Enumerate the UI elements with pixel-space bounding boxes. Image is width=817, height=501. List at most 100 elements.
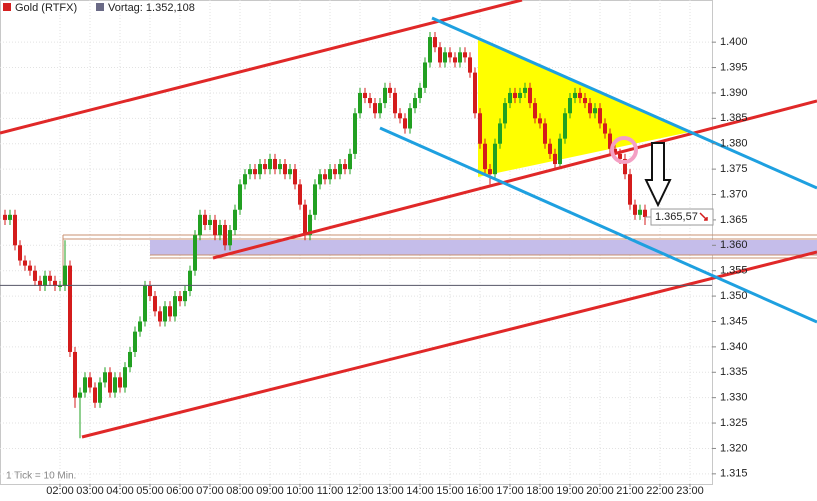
candle-body bbox=[413, 98, 417, 109]
candle-body bbox=[458, 52, 462, 63]
y-tick-label: 1.320 bbox=[720, 442, 748, 454]
candle-body bbox=[168, 306, 172, 317]
candle-body bbox=[348, 153, 352, 170]
candle-body bbox=[618, 153, 622, 159]
candle-body bbox=[598, 108, 602, 124]
candle-body bbox=[93, 387, 97, 403]
candle-body bbox=[283, 164, 287, 175]
candle-body bbox=[603, 123, 607, 134]
candle-body bbox=[628, 174, 632, 205]
down-arrow bbox=[644, 142, 672, 208]
candle-body bbox=[108, 372, 112, 393]
candle-body bbox=[13, 214, 17, 246]
candle-body bbox=[173, 296, 177, 317]
y-tick-label: 1.385 bbox=[720, 112, 748, 124]
candles bbox=[3, 31, 647, 439]
x-tick-label: 03:00 bbox=[76, 485, 104, 497]
candle-body bbox=[363, 92, 367, 99]
candle-body bbox=[468, 57, 472, 73]
candle-body bbox=[403, 118, 407, 129]
candle-body bbox=[398, 113, 402, 119]
candle-body bbox=[448, 52, 452, 58]
x-tick-label: 14:00 bbox=[406, 485, 434, 497]
candle-body bbox=[73, 351, 77, 398]
trend-line bbox=[431, 16, 817, 190]
candle-body bbox=[138, 321, 142, 332]
x-tick-label: 07:00 bbox=[196, 485, 224, 497]
candle-body bbox=[558, 138, 562, 165]
support-zone bbox=[150, 240, 817, 255]
y-tick-label: 1.355 bbox=[720, 265, 748, 277]
x-tick-label: 10:00 bbox=[286, 485, 314, 497]
candle-body bbox=[233, 209, 237, 231]
candle-body bbox=[633, 204, 637, 215]
candle-body bbox=[553, 153, 557, 165]
candle-body bbox=[18, 245, 22, 261]
candle-body bbox=[218, 224, 222, 236]
candle-body bbox=[33, 270, 37, 281]
candle-body bbox=[98, 382, 102, 403]
candle-body bbox=[353, 113, 357, 154]
candle-body bbox=[88, 377, 92, 388]
x-tick-label: 19:00 bbox=[556, 485, 584, 497]
footnote: 1 Tick = 10 Min. bbox=[6, 471, 76, 482]
candle-body bbox=[23, 260, 27, 266]
y-tick-label: 1.340 bbox=[720, 341, 748, 353]
candle-body bbox=[243, 174, 247, 185]
candle-body bbox=[328, 169, 332, 180]
x-tick-label: 21:00 bbox=[616, 485, 644, 497]
candle-body bbox=[268, 158, 272, 170]
x-tick-label: 15:00 bbox=[436, 485, 464, 497]
candle-body bbox=[248, 169, 252, 175]
candle-body bbox=[643, 209, 647, 218]
candle-body bbox=[373, 103, 377, 114]
y-tick-label: 1.400 bbox=[720, 36, 748, 48]
background-drawings bbox=[62, 40, 817, 285]
candle-body bbox=[488, 169, 492, 175]
y-tick-label: 1.365 bbox=[720, 214, 748, 226]
legend-swatch bbox=[3, 3, 11, 11]
candle-body bbox=[313, 184, 317, 215]
legend-label: Gold (RTFX) bbox=[15, 2, 77, 14]
candle-body bbox=[58, 285, 62, 287]
candle-body bbox=[393, 92, 397, 114]
candle-body bbox=[258, 164, 262, 175]
candle-body bbox=[623, 158, 627, 175]
x-tick-label: 09:00 bbox=[256, 485, 284, 497]
candle-body bbox=[588, 103, 592, 114]
candle-body bbox=[508, 92, 512, 104]
candle-body bbox=[423, 62, 427, 88]
candle-body bbox=[418, 87, 422, 99]
y-tick-label: 1.380 bbox=[720, 138, 748, 150]
candle-body bbox=[593, 108, 597, 114]
x-tick-label: 04:00 bbox=[106, 485, 134, 497]
candle-body bbox=[213, 219, 217, 236]
candle-body bbox=[273, 158, 277, 170]
x-tick-label: 16:00 bbox=[466, 485, 494, 497]
candle-body bbox=[443, 52, 447, 63]
trend-icon bbox=[699, 212, 708, 221]
x-tick-label: 20:00 bbox=[586, 485, 614, 497]
x-tick-label: 17:00 bbox=[496, 485, 524, 497]
candle-body bbox=[228, 230, 232, 246]
x-tick-label: 02:00 bbox=[46, 485, 74, 497]
y-tick-label: 1.330 bbox=[720, 392, 748, 404]
candle-body bbox=[543, 123, 547, 144]
x-tick-label: 22:00 bbox=[646, 485, 674, 497]
candle-body bbox=[533, 103, 537, 119]
y-tick-label: 1.325 bbox=[720, 417, 748, 429]
candle-body bbox=[288, 169, 292, 175]
candle-body bbox=[308, 214, 312, 236]
candle-body bbox=[463, 52, 467, 58]
candle-body bbox=[583, 98, 587, 104]
candle-body bbox=[223, 224, 227, 246]
candle-body bbox=[383, 87, 387, 104]
candle-body bbox=[188, 270, 192, 292]
candle-body bbox=[438, 47, 442, 63]
x-tick-label: 06:00 bbox=[166, 485, 194, 497]
candle-body bbox=[638, 209, 642, 215]
candle-body bbox=[63, 265, 67, 286]
trend-line bbox=[212, 99, 817, 260]
candle-body bbox=[303, 204, 307, 236]
